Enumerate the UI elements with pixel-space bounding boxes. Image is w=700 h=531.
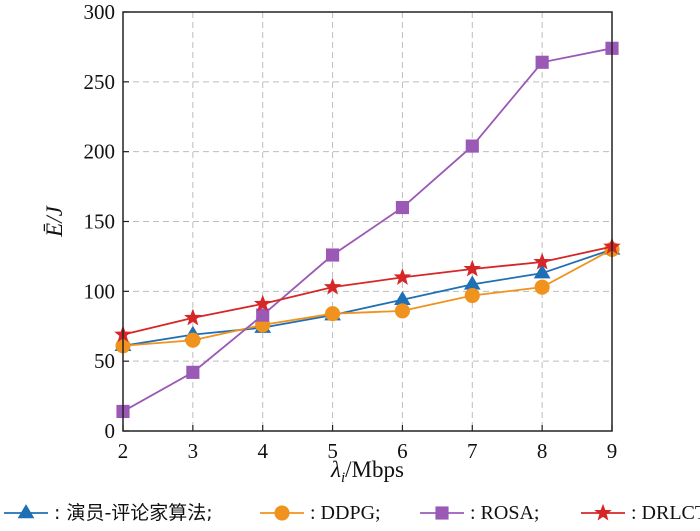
y-tick-label: 0 [105, 419, 116, 443]
data-point [465, 139, 479, 153]
data-point [535, 55, 549, 69]
data-point [325, 248, 340, 262]
y-tick-label: 50 [94, 349, 115, 373]
legend-marker [274, 505, 290, 521]
x-tick-label: 5 [327, 439, 338, 463]
axis-ticks: 2 3 4 5 6 7 8 9 0 50 100 150 200 250 300 [84, 0, 618, 463]
grid-lines [123, 12, 612, 431]
data-point [323, 277, 342, 295]
y-axis-label-text: Ē/J [42, 204, 67, 237]
legend: : 演员-评论家算法; : DDPG; : ROSA; : DRLCT。 [4, 502, 700, 524]
series-circle [115, 241, 620, 354]
x-axis-label-subscript: i [341, 470, 345, 486]
legend-item: : DRLCT。 [581, 502, 700, 524]
series-layer [114, 41, 621, 419]
x-tick-label: 9 [607, 439, 618, 463]
data-point [393, 268, 412, 285]
data-point [186, 365, 200, 379]
data-point [184, 308, 202, 326]
legend-marker [594, 503, 612, 521]
series-line [122, 245, 613, 336]
x-tick-label: 3 [188, 439, 199, 463]
x-tick-label: 7 [467, 439, 478, 463]
legend-marker [17, 504, 35, 519]
series-line [122, 47, 613, 413]
data-point [256, 308, 270, 322]
series-square [116, 41, 619, 419]
data-point [463, 259, 482, 277]
series-line [122, 248, 613, 347]
x-tick-label: 4 [257, 439, 268, 463]
legend-item: : 演员-评论家算法; [4, 502, 213, 524]
legend-label: : ROSA; [470, 502, 539, 524]
legend-marker [435, 506, 449, 520]
data-point [533, 252, 551, 270]
data-point [185, 332, 201, 348]
y-tick-label: 300 [84, 0, 116, 24]
y-tick-label: 250 [84, 70, 116, 94]
x-axis-label-symbol: λ [330, 457, 341, 482]
data-point [325, 306, 341, 322]
data-point [534, 279, 550, 295]
y-tick-label: 200 [84, 140, 116, 164]
x-tick-label: 8 [537, 439, 548, 463]
x-tick-label: 2 [118, 439, 129, 463]
data-point [394, 303, 410, 319]
data-point [253, 294, 272, 312]
data-point [464, 287, 480, 304]
legend-label: : 演员-评论家算法; [54, 502, 213, 524]
x-tick-label: 6 [397, 439, 408, 463]
legend-item: : ROSA; [420, 502, 539, 524]
legend-item: : DDPG; [260, 502, 381, 524]
y-tick-label: 150 [84, 210, 116, 234]
x-axis-label: λi/Mbps [330, 457, 404, 486]
data-point [395, 200, 410, 215]
data-point [533, 264, 551, 279]
x-axis-label-unit: /Mbps [345, 457, 404, 482]
y-axis-label: Ē/J [42, 204, 67, 237]
legend-label: : DDPG; [310, 502, 381, 524]
y-tick-label: 100 [84, 279, 116, 303]
series-line [122, 248, 613, 347]
legend-label: : DRLCT。 [631, 502, 700, 524]
